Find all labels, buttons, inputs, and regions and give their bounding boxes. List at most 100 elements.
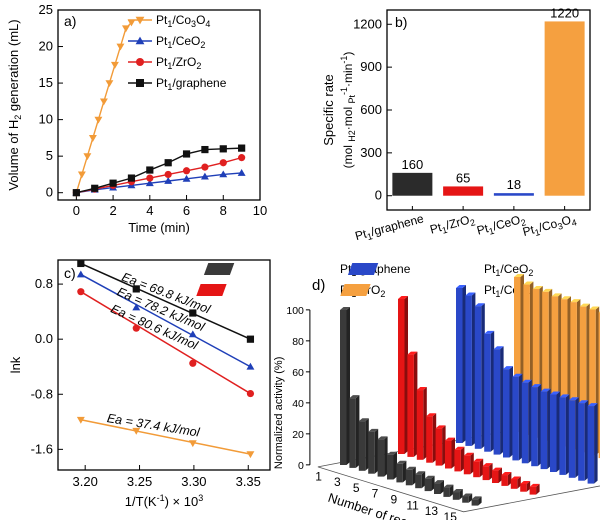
- bar-front: [579, 306, 587, 453]
- bar-side: [459, 489, 463, 500]
- bar-front: [589, 309, 596, 456]
- bar-side: [584, 400, 589, 481]
- bar-top: [493, 346, 504, 350]
- bar-front: [598, 312, 600, 459]
- bar-front: [493, 349, 501, 455]
- bar-top: [358, 418, 369, 422]
- bar-top: [484, 330, 495, 334]
- bar-top: [456, 285, 466, 288]
- data-point: [182, 167, 191, 175]
- y-axis-label: lnk: [8, 356, 23, 373]
- bar-top: [463, 452, 474, 456]
- y-tick-label: -0.8: [31, 386, 53, 401]
- data-point: [246, 335, 255, 343]
- data-point: [219, 170, 228, 178]
- legend-swatch: [203, 263, 235, 275]
- bar: [531, 384, 542, 467]
- bar-top: [521, 379, 532, 383]
- bar-side: [575, 397, 579, 478]
- x-axis-label: Number of recycles: [326, 490, 438, 520]
- bar-side: [402, 460, 407, 483]
- bar-top: [424, 475, 435, 479]
- bar-front: [454, 449, 461, 472]
- bar: [493, 193, 534, 196]
- bar-front: [551, 296, 559, 444]
- bar-side: [451, 437, 455, 469]
- bar-top: [492, 467, 502, 471]
- data-point: [132, 324, 140, 332]
- series-line: [76, 147, 242, 194]
- bar: [559, 394, 570, 475]
- bar-value-label: 18: [507, 177, 521, 192]
- x-tick-label: 7: [372, 487, 379, 501]
- bar-front: [424, 478, 432, 492]
- bar-side: [478, 496, 482, 506]
- data-point: [164, 159, 172, 167]
- bar: [568, 397, 579, 478]
- bar-top: [434, 480, 444, 484]
- x-tick-label: 11: [406, 498, 419, 512]
- bar-front: [531, 387, 538, 467]
- z-tick-label: 20: [292, 429, 304, 441]
- x-tick-label: 0: [73, 203, 80, 218]
- bar: [587, 403, 598, 484]
- bar: [454, 446, 465, 472]
- data-point: [121, 25, 130, 33]
- bar-top: [349, 395, 360, 399]
- bar-front: [559, 397, 566, 475]
- bar-front: [435, 428, 443, 466]
- x-tick-label: Pt1/Co3O4: [521, 211, 578, 241]
- bar: [405, 466, 416, 486]
- legend-swatch: [347, 263, 379, 275]
- bar-front: [463, 455, 471, 475]
- data-point: [182, 174, 191, 182]
- bar-side: [432, 413, 437, 463]
- data-point: [189, 359, 197, 367]
- bar-top: [503, 366, 513, 370]
- y-tick-label: -1.6: [31, 441, 53, 456]
- bar: [426, 413, 437, 463]
- bar-side: [471, 292, 476, 446]
- bar-front: [510, 479, 518, 489]
- data-point: [146, 174, 154, 182]
- bar-side: [507, 472, 512, 486]
- bar-side: [490, 330, 495, 452]
- bar-front: [570, 302, 577, 450]
- data-point: [219, 159, 227, 167]
- z-tick-label: 80: [292, 336, 304, 348]
- y-tick-label: 25: [39, 2, 53, 17]
- bar-side: [468, 493, 473, 503]
- bar-side: [509, 366, 513, 458]
- bar-side: [346, 307, 350, 465]
- bar-side: [431, 475, 435, 492]
- bar-front: [434, 483, 441, 494]
- bar-front: [561, 299, 568, 447]
- bar: [521, 379, 532, 464]
- bar-side: [489, 463, 493, 481]
- bar-top: [340, 307, 350, 310]
- data-point: [77, 171, 86, 179]
- data-point: [219, 145, 227, 153]
- bar-side: [460, 446, 465, 472]
- bar-front: [520, 483, 527, 492]
- bar-top: [377, 436, 388, 440]
- bar-top: [415, 471, 426, 475]
- bar-side: [412, 466, 416, 486]
- bar-side: [498, 467, 502, 483]
- fit-line: [80, 291, 251, 395]
- data-point: [200, 172, 209, 180]
- bar-top: [435, 425, 446, 429]
- x-tick-label: 3: [334, 475, 341, 489]
- bar-top: [532, 286, 543, 289]
- bar-side: [442, 425, 446, 466]
- bar: [340, 307, 350, 465]
- panel-label: a): [64, 13, 76, 29]
- bar-front: [445, 440, 452, 469]
- y-axis-label: Specific rate: [321, 74, 336, 146]
- x-tick-label: 9: [390, 493, 397, 507]
- bar: [456, 285, 466, 443]
- bar-front: [340, 310, 347, 465]
- data-point: [99, 98, 108, 106]
- bar-front: [578, 403, 585, 481]
- data-point: [146, 166, 154, 174]
